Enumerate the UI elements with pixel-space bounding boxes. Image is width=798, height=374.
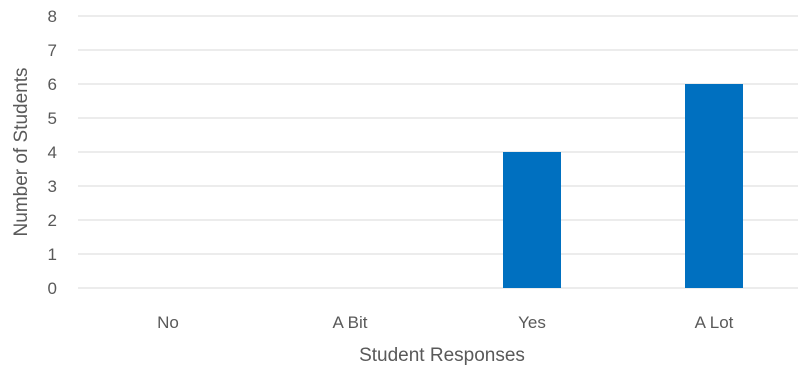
x-axis-tick-labels: No A Bit Yes A Lot <box>157 313 734 332</box>
x-tick-label: No <box>157 313 179 332</box>
y-tick-label: 5 <box>48 109 57 128</box>
y-tick-label: 7 <box>48 41 57 60</box>
y-axis-tick-labels: 0 1 2 3 4 5 6 7 8 <box>48 7 57 298</box>
x-tick-label: A Lot <box>695 313 734 332</box>
y-tick-label: 2 <box>48 211 57 230</box>
y-tick-label: 0 <box>48 279 57 298</box>
bar-a-lot <box>685 84 743 288</box>
x-axis-title: Student Responses <box>359 345 525 366</box>
y-tick-label: 3 <box>48 177 57 196</box>
y-tick-label: 8 <box>48 7 57 26</box>
y-axis-title: Number of Students <box>11 68 32 237</box>
y-tick-label: 1 <box>48 245 57 264</box>
x-tick-label: Yes <box>518 313 546 332</box>
x-tick-label: A Bit <box>333 313 368 332</box>
bars <box>503 84 743 288</box>
y-tick-label: 6 <box>48 75 57 94</box>
bar-yes <box>503 152 561 288</box>
y-tick-label: 4 <box>48 143 57 162</box>
gridlines <box>78 15 798 289</box>
